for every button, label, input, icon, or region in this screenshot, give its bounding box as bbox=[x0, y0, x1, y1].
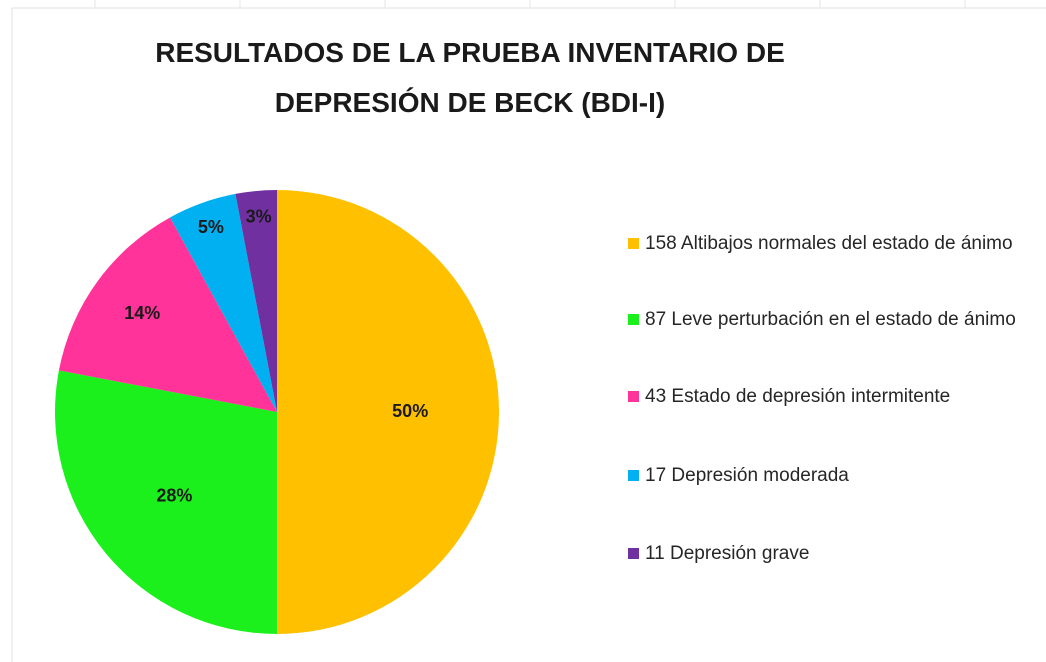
data-label: 28% bbox=[156, 486, 192, 506]
legend-swatch bbox=[628, 548, 639, 559]
data-label: 14% bbox=[124, 303, 160, 323]
legend-label: 43 Estado de depresión intermitente bbox=[645, 386, 951, 407]
legend-label: 87 Leve perturbación en el estado de áni… bbox=[645, 309, 1016, 330]
legend-swatch bbox=[628, 238, 639, 249]
data-label: 50% bbox=[392, 401, 428, 421]
pie-slice bbox=[58, 217, 277, 412]
pie-slice bbox=[235, 190, 277, 412]
pie-slice bbox=[170, 193, 277, 412]
legend-label: 17 Depresión moderada bbox=[645, 465, 849, 486]
pie-slice bbox=[54, 370, 277, 634]
pie-slice bbox=[277, 190, 499, 634]
legend-swatch bbox=[628, 391, 639, 402]
sheet-grid bbox=[94, 0, 966, 8]
data-label: 3% bbox=[246, 206, 272, 226]
chart-title: RESULTADOS DE LA PRUEBA INVENTARIO DE DE… bbox=[155, 37, 785, 118]
legend-swatch bbox=[628, 470, 639, 481]
legend-label: 158 Altibajos normales del estado de áni… bbox=[645, 233, 1013, 254]
legend-label: 11 Depresión grave bbox=[645, 543, 810, 564]
data-label: 5% bbox=[198, 217, 224, 237]
legend-swatch bbox=[628, 314, 639, 325]
